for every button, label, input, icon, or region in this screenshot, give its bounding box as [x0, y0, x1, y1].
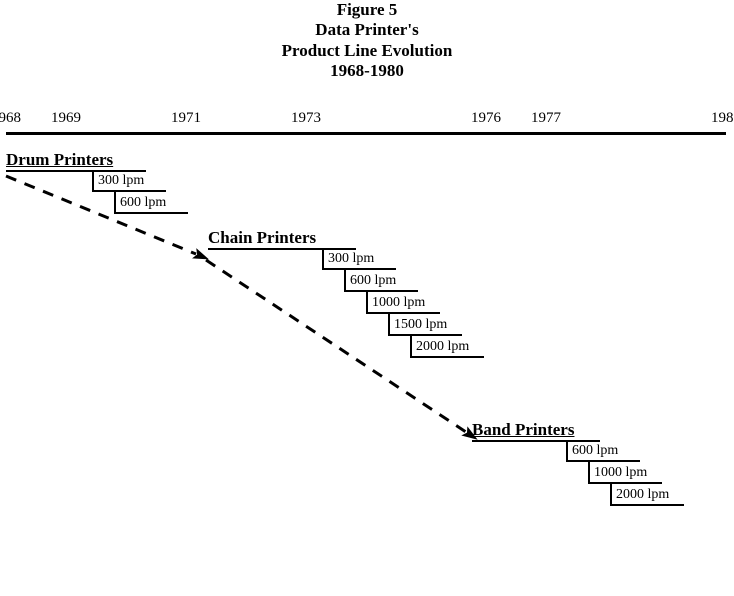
- year-label-1980: 1980: [711, 110, 734, 127]
- step-label-chain-1: 600 lpm: [350, 273, 396, 289]
- step-label-chain-4: 2000 lpm: [416, 339, 469, 355]
- category-heading-drum: Drum Printers: [6, 150, 113, 170]
- year-label-1971: 1971: [171, 110, 201, 127]
- step-label-chain-3: 1500 lpm: [394, 317, 447, 333]
- timeline-axis: [6, 132, 726, 135]
- year-label-1976: 1976: [471, 110, 501, 127]
- step-label-drum-1: 600 lpm: [120, 195, 166, 211]
- figure-title-line-0: Figure 5: [0, 0, 734, 20]
- step-label-band-1: 1000 lpm: [594, 465, 647, 481]
- year-label-1968: 1968: [0, 110, 21, 127]
- year-label-1973: 1973: [291, 110, 321, 127]
- figure-title-line-3: 1968-1980: [0, 61, 734, 81]
- figure-title-block: Figure 5 Data Printer's Product Line Evo…: [0, 0, 734, 82]
- figure-title-line-2: Product Line Evolution: [0, 41, 734, 61]
- step-label-band-0: 600 lpm: [572, 443, 618, 459]
- category-heading-chain: Chain Printers: [208, 228, 316, 248]
- year-label-1969: 1969: [51, 110, 81, 127]
- step-label-band-2: 2000 lpm: [616, 487, 669, 503]
- step-label-drum-0: 300 lpm: [98, 173, 144, 189]
- year-label-1977: 1977: [531, 110, 561, 127]
- figure-root: Figure 5 Data Printer's Product Line Evo…: [0, 0, 734, 596]
- category-heading-band: Band Printers: [472, 420, 574, 440]
- figure-title-line-1: Data Printer's: [0, 20, 734, 40]
- step-label-chain-0: 300 lpm: [328, 251, 374, 267]
- step-label-chain-2: 1000 lpm: [372, 295, 425, 311]
